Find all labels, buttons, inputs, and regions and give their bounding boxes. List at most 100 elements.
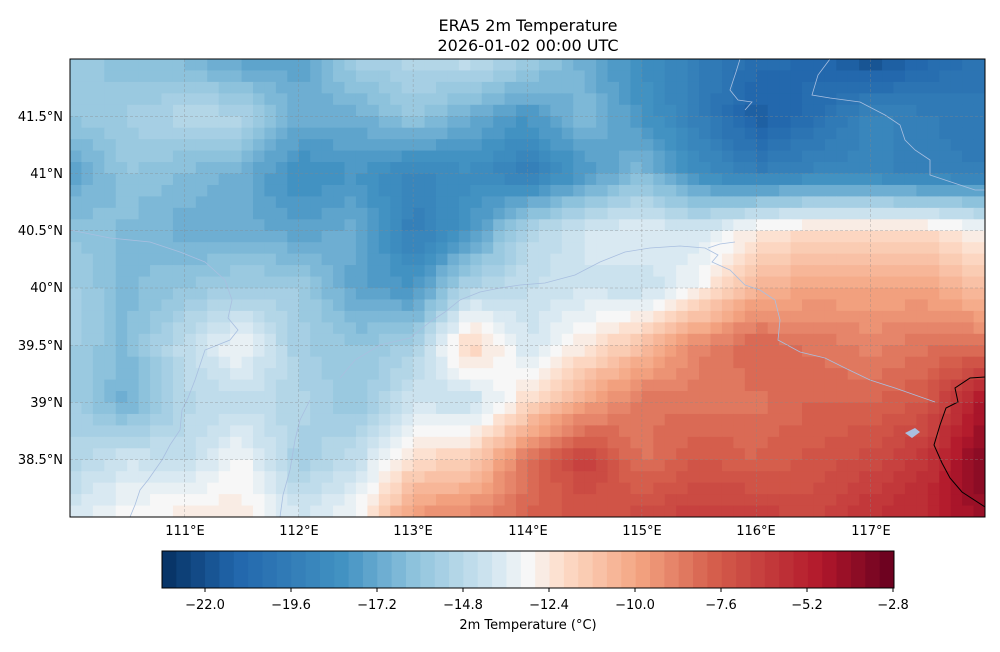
heatmap-cell (424, 173, 437, 186)
heatmap-cell (916, 116, 929, 129)
colorbar-cell (262, 551, 278, 588)
heatmap-cell (413, 242, 426, 255)
heatmap-cell (127, 242, 140, 255)
heatmap-cell (538, 265, 551, 278)
heatmap-cell (81, 436, 94, 449)
heatmap-cell (550, 448, 563, 461)
heatmap-cell (824, 253, 837, 266)
heatmap-cell (939, 333, 952, 346)
heatmap-cell (550, 265, 563, 278)
heatmap-cell (893, 310, 906, 323)
heatmap-cell (310, 127, 323, 140)
heatmap-cell (333, 173, 346, 186)
heatmap-cell (287, 184, 300, 197)
heatmap-cell (138, 391, 151, 404)
heatmap-cell (756, 310, 769, 323)
heatmap-cell (298, 436, 311, 449)
heatmap-cell (676, 265, 689, 278)
heatmap-cell (104, 116, 117, 129)
heatmap-cell (767, 173, 780, 186)
heatmap-cell (184, 196, 197, 209)
heatmap-cell (813, 333, 826, 346)
heatmap-cell (287, 219, 300, 232)
heatmap-cell (733, 116, 746, 129)
heatmap-cell (115, 276, 128, 289)
heatmap-cell (721, 425, 734, 438)
heatmap-cell (207, 310, 220, 323)
heatmap-cell (630, 265, 643, 278)
heatmap-cell (927, 494, 940, 507)
heatmap-cell (882, 242, 895, 255)
colorbar-tick-label: −2.8 (877, 598, 909, 613)
heatmap-cell (824, 242, 837, 255)
heatmap-cell (916, 104, 929, 117)
heatmap-cell (550, 436, 563, 449)
heatmap-cell (813, 116, 826, 129)
heatmap-cell (104, 59, 117, 72)
heatmap-cell (802, 184, 815, 197)
heatmap-cell (939, 391, 952, 404)
heatmap-cell (401, 425, 414, 438)
heatmap-cell (115, 173, 128, 186)
heatmap-cell (218, 368, 231, 381)
heatmap-cell (824, 139, 837, 152)
heatmap-cell (310, 494, 323, 507)
heatmap-cell (161, 379, 174, 392)
heatmap-cell (927, 162, 940, 175)
heatmap-cell (184, 333, 197, 346)
heatmap-cell (92, 162, 105, 175)
heatmap-cell (882, 196, 895, 209)
heatmap-cell (367, 93, 380, 106)
heatmap-cell (962, 482, 975, 495)
heatmap-cell (584, 345, 597, 358)
heatmap-cell (699, 333, 712, 346)
heatmap-cell (138, 127, 151, 140)
heatmap-cell (813, 276, 826, 289)
heatmap-cell (939, 81, 952, 94)
heatmap-cell (310, 184, 323, 197)
heatmap-cell (115, 116, 128, 129)
heatmap-cell (893, 368, 906, 381)
heatmap-cell (859, 253, 872, 266)
heatmap-cell (493, 127, 506, 140)
heatmap-cell (70, 413, 83, 426)
heatmap-cell (333, 436, 346, 449)
heatmap-cell (573, 345, 586, 358)
heatmap-cell (904, 276, 917, 289)
heatmap-cell (584, 482, 597, 495)
heatmap-cell (504, 104, 517, 117)
heatmap-cell (904, 471, 917, 484)
heatmap-cell (470, 448, 483, 461)
heatmap-cell (70, 368, 83, 381)
heatmap-cell (824, 368, 837, 381)
heatmap-cell (641, 299, 654, 312)
heatmap-cell (481, 265, 494, 278)
heatmap-cell (767, 368, 780, 381)
heatmap-cell (470, 322, 483, 335)
heatmap-cell (927, 93, 940, 106)
heatmap-cell (756, 413, 769, 426)
heatmap-cell (516, 196, 529, 209)
heatmap-cell (115, 104, 128, 117)
heatmap-cell (150, 494, 163, 507)
heatmap-cell (310, 81, 323, 94)
heatmap-cell (641, 356, 654, 369)
heatmap-cell (401, 70, 414, 83)
heatmap-cell (378, 448, 391, 461)
heatmap-cell (824, 93, 837, 106)
heatmap-cell (390, 413, 403, 426)
heatmap-cell (378, 196, 391, 209)
heatmap-cell (481, 505, 494, 517)
heatmap-cell (70, 310, 83, 323)
heatmap-cell (916, 81, 929, 94)
heatmap-cell (195, 459, 208, 472)
heatmap-cell (344, 448, 357, 461)
heatmap-cell (310, 379, 323, 392)
heatmap-cell (641, 288, 654, 301)
yellow-river-line (70, 229, 239, 517)
heatmap-cell (390, 494, 403, 507)
heatmap-cell (721, 196, 734, 209)
heatmap-cell (870, 288, 883, 301)
heatmap-cell (813, 104, 826, 117)
heatmap-cell (550, 310, 563, 323)
